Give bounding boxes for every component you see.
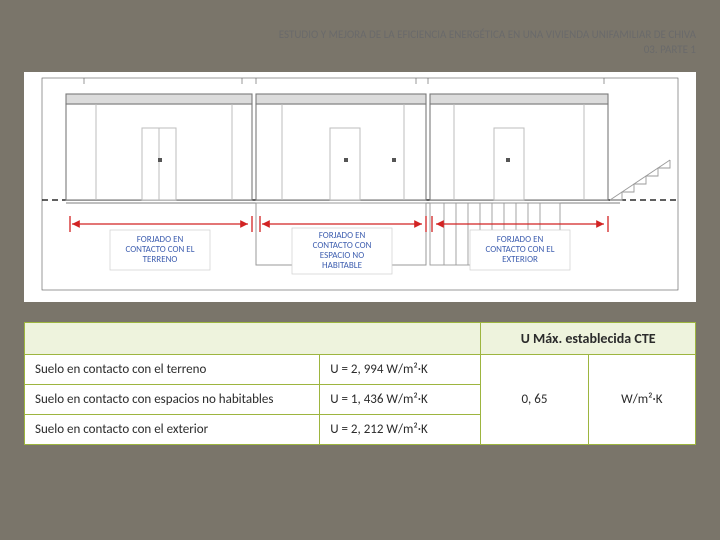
row1-desc: Suelo en contacto con el terreno <box>25 355 320 385</box>
row1-u: U = 2, 994 W/m²·K <box>320 355 481 385</box>
cte-unit: W/m²·K <box>588 355 695 445</box>
table-row: Suelo en contacto con el terreno U = 2, … <box>25 355 696 385</box>
row2-u: U = 1, 436 W/m²·K <box>320 385 481 415</box>
label2-l4: HABITABLE <box>322 260 363 271</box>
cte-value: 0, 65 <box>481 355 588 445</box>
header-title: ESTUDIO Y MEJORA DE LA EFICIENCIA ENERGÉ… <box>279 28 696 43</box>
th-empty <box>25 323 481 355</box>
label1-l3: TERRENO <box>143 254 178 265</box>
label3-l3: EXTERIOR <box>502 254 538 265</box>
page-header: ESTUDIO Y MEJORA DE LA EFICIENCIA ENERGÉ… <box>279 28 696 58</box>
th-cte: U Máx. establecida CTE <box>481 323 696 355</box>
u-values-table: U Máx. establecida CTE Suelo en contacto… <box>24 322 696 445</box>
row3-desc: Suelo en contacto con el exterior <box>25 415 320 445</box>
section-diagram: FORJADO EN CONTACTO CON EL TERRENO FORJA… <box>24 72 696 302</box>
header-subtitle: 03. PARTE 1 <box>279 43 696 58</box>
section-svg: FORJADO EN CONTACTO CON EL TERRENO FORJA… <box>24 72 696 302</box>
row3-u: U = 2, 212 W/m²·K <box>320 415 481 445</box>
table-header-row: U Máx. establecida CTE <box>25 323 696 355</box>
row2-desc: Suelo en contacto con espacios no habita… <box>25 385 320 415</box>
